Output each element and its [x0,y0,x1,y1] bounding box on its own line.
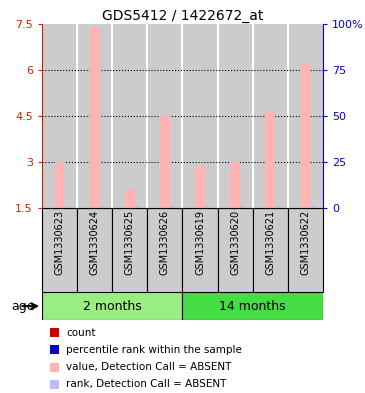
Text: GSM1330625: GSM1330625 [125,210,135,275]
Bar [90,27,100,208]
Bar [100,206,103,208]
Bar [253,208,288,292]
Text: GSM1330621: GSM1330621 [265,210,275,275]
Bar [218,24,253,208]
Bar [218,208,253,292]
Bar [311,206,314,208]
Bar [42,208,77,292]
Bar [50,328,59,337]
Text: age: age [11,299,35,313]
Bar [160,116,170,208]
Text: 14 months: 14 months [219,299,286,313]
Bar [265,112,275,208]
Bar [125,189,135,208]
Text: percentile rank within the sample: percentile rank within the sample [66,345,242,355]
Text: GSM1330620: GSM1330620 [230,210,240,275]
Text: 2 months: 2 months [83,299,142,313]
Text: GSM1330624: GSM1330624 [90,210,100,275]
Text: value, Detection Call = ABSENT: value, Detection Call = ABSENT [66,362,232,372]
Bar [77,24,112,208]
Bar [77,208,112,292]
Bar [253,24,288,208]
Bar [50,380,59,389]
Bar [42,24,77,208]
Bar [112,208,147,292]
Bar [182,292,323,320]
Bar [195,166,205,208]
Bar [65,206,68,208]
Bar [182,24,218,208]
Bar [182,208,218,292]
Text: GSM1330623: GSM1330623 [54,210,65,275]
Bar [241,206,244,208]
Bar [288,208,323,292]
Bar [288,24,323,208]
Bar [50,363,59,371]
Bar [147,24,182,208]
Text: GSM1330626: GSM1330626 [160,210,170,275]
Bar [42,292,182,320]
Bar [230,162,240,208]
Bar [170,206,174,208]
Text: GSM1330619: GSM1330619 [195,210,205,275]
Text: GSM1330622: GSM1330622 [300,210,311,275]
Bar [55,162,65,208]
Text: rank, Detection Call = ABSENT: rank, Detection Call = ABSENT [66,379,227,389]
Bar [112,24,147,208]
Bar [300,63,310,208]
Bar [276,205,279,208]
Bar [50,345,59,354]
Bar [205,206,209,208]
Bar [135,206,139,208]
Title: GDS5412 / 1422672_at: GDS5412 / 1422672_at [102,9,263,22]
Bar [147,208,182,292]
Text: count: count [66,328,96,338]
